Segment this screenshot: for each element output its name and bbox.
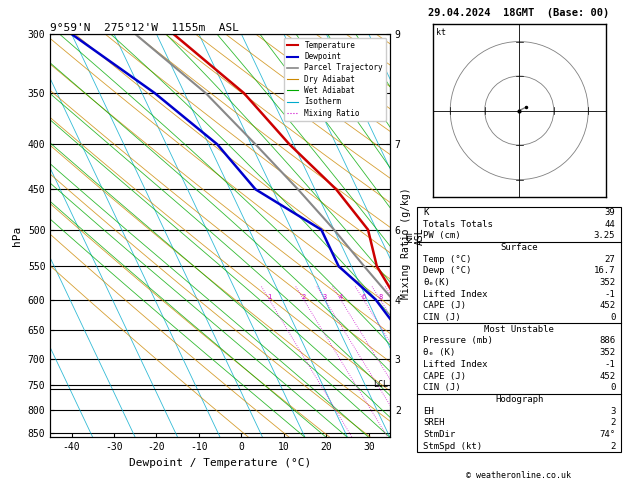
Text: Mixing Ratio (g/kg): Mixing Ratio (g/kg) xyxy=(401,187,411,299)
Text: Most Unstable: Most Unstable xyxy=(484,325,554,334)
Text: 74°: 74° xyxy=(599,430,615,439)
Text: 352: 352 xyxy=(599,278,615,287)
Text: 0: 0 xyxy=(610,383,615,392)
Text: © weatheronline.co.uk: © weatheronline.co.uk xyxy=(467,471,571,480)
Text: K: K xyxy=(423,208,428,217)
Text: 352: 352 xyxy=(599,348,615,357)
Text: SREH: SREH xyxy=(423,418,445,427)
Text: StmSpd (kt): StmSpd (kt) xyxy=(423,442,482,451)
Text: 8: 8 xyxy=(378,294,382,299)
Text: CAPE (J): CAPE (J) xyxy=(423,301,466,311)
Text: 44: 44 xyxy=(604,220,615,228)
Text: kt: kt xyxy=(437,28,447,36)
Text: 29.04.2024  18GMT  (Base: 00): 29.04.2024 18GMT (Base: 00) xyxy=(428,8,610,18)
Text: Lifted Index: Lifted Index xyxy=(423,290,487,299)
X-axis label: Dewpoint / Temperature (°C): Dewpoint / Temperature (°C) xyxy=(129,458,311,468)
Text: Totals Totals: Totals Totals xyxy=(423,220,493,228)
Text: Pressure (mb): Pressure (mb) xyxy=(423,336,493,346)
Text: 9°59'N  275°12'W  1155m  ASL: 9°59'N 275°12'W 1155m ASL xyxy=(50,23,239,33)
Text: Dewp (°C): Dewp (°C) xyxy=(423,266,472,276)
Text: θₑ(K): θₑ(K) xyxy=(423,278,450,287)
Text: EH: EH xyxy=(423,407,434,416)
Text: 3: 3 xyxy=(323,294,327,299)
Text: 886: 886 xyxy=(599,336,615,346)
Text: 27: 27 xyxy=(604,255,615,263)
Text: -1: -1 xyxy=(604,290,615,299)
Text: 3.25: 3.25 xyxy=(594,231,615,240)
Text: 4: 4 xyxy=(338,294,343,299)
Text: -1: -1 xyxy=(604,360,615,369)
Text: 2: 2 xyxy=(610,418,615,427)
Text: 2: 2 xyxy=(301,294,306,299)
Y-axis label: hPa: hPa xyxy=(13,226,22,246)
Text: Lifted Index: Lifted Index xyxy=(423,360,487,369)
Text: Temp (°C): Temp (°C) xyxy=(423,255,472,263)
Text: Surface: Surface xyxy=(501,243,538,252)
Text: StmDir: StmDir xyxy=(423,430,455,439)
Text: 452: 452 xyxy=(599,371,615,381)
Text: Hodograph: Hodograph xyxy=(495,395,543,404)
Legend: Temperature, Dewpoint, Parcel Trajectory, Dry Adiabat, Wet Adiabat, Isotherm, Mi: Temperature, Dewpoint, Parcel Trajectory… xyxy=(284,38,386,121)
Text: θₑ (K): θₑ (K) xyxy=(423,348,455,357)
Text: CIN (J): CIN (J) xyxy=(423,313,461,322)
Text: 39: 39 xyxy=(604,208,615,217)
Text: 2: 2 xyxy=(610,442,615,451)
Text: LCL: LCL xyxy=(373,380,388,388)
Text: 16.7: 16.7 xyxy=(594,266,615,276)
Y-axis label: km
ASL: km ASL xyxy=(403,227,425,244)
Text: 3: 3 xyxy=(610,407,615,416)
Text: 0: 0 xyxy=(610,313,615,322)
Text: PW (cm): PW (cm) xyxy=(423,231,461,240)
Text: 452: 452 xyxy=(599,301,615,311)
Text: CAPE (J): CAPE (J) xyxy=(423,371,466,381)
Text: 1: 1 xyxy=(267,294,271,299)
Text: 6: 6 xyxy=(361,294,365,299)
Text: CIN (J): CIN (J) xyxy=(423,383,461,392)
